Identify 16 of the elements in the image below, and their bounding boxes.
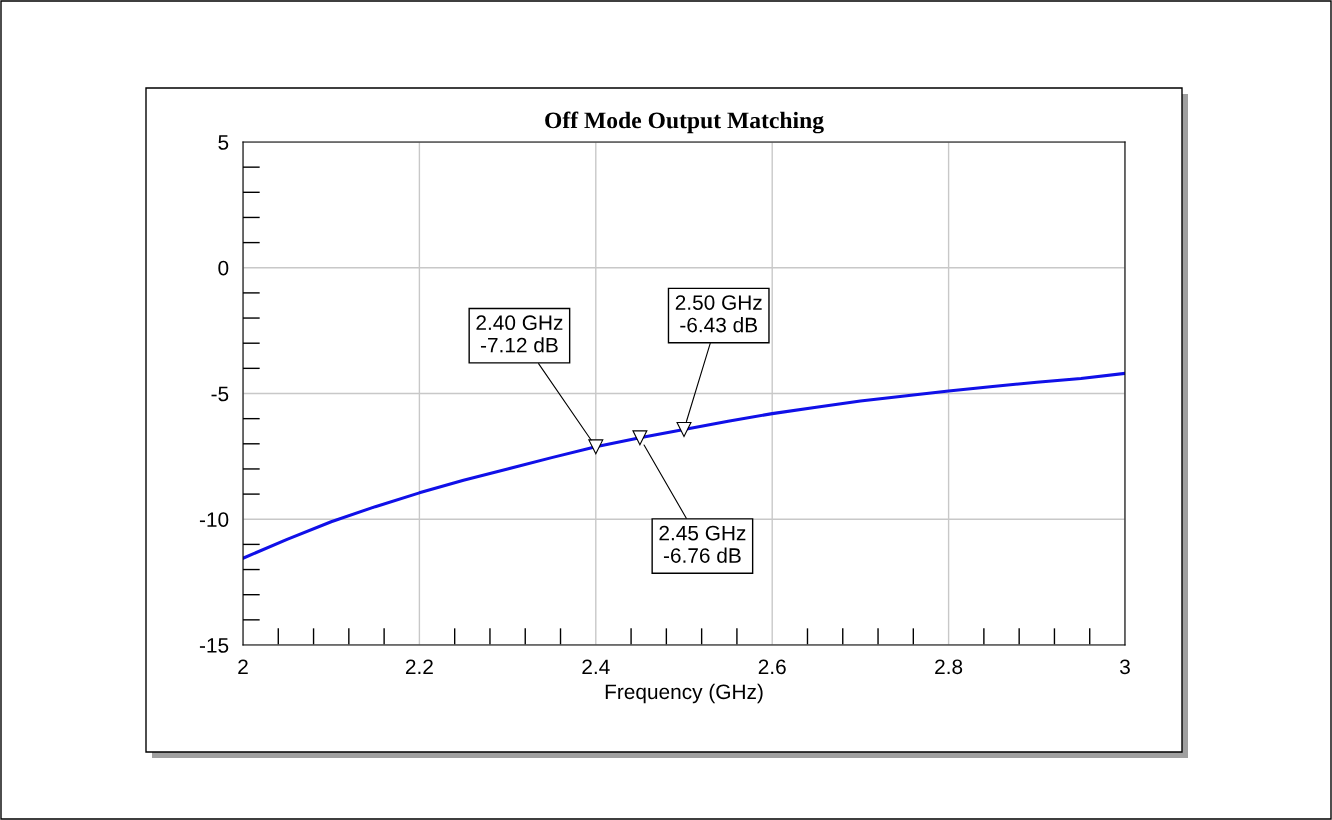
annotation: 2.45 GHz -6.76 dB xyxy=(659,525,746,563)
x-tick-label: 2 xyxy=(238,659,248,674)
y-tick-label: 0 xyxy=(218,260,229,276)
y-tick-label: -5 xyxy=(211,386,229,402)
x-tick-label: 2.6 xyxy=(758,659,786,675)
x-tick-label: 2.4 xyxy=(582,659,610,674)
x-axis-title: Frequency (GHz) xyxy=(605,683,763,704)
y-tick-label: -10 xyxy=(199,512,229,527)
annotation: 2.50 GHz -6.43 dB xyxy=(675,295,762,333)
x-tick-label: 2.2 xyxy=(405,659,433,674)
chart-title: Off Mode Output Matching xyxy=(545,111,824,134)
annotation: 2.40 GHz -7.12 dB xyxy=(476,315,563,353)
y-tick-label: 5 xyxy=(218,135,229,150)
x-tick-label: 2.8 xyxy=(935,659,963,675)
x-tick-label: 3 xyxy=(1120,659,1130,675)
y-tick-label: -15 xyxy=(199,638,229,653)
